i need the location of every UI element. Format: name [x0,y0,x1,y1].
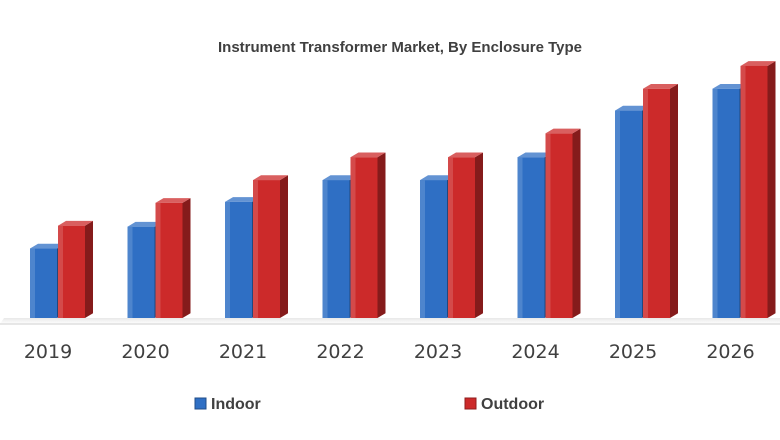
legend: Indoor Outdoor [194,396,544,413]
chart-floor [0,318,780,325]
legend-item-indoor: Indoor [194,396,261,413]
bars-group [30,61,776,319]
legend-swatch-indoor [194,397,207,410]
legend-swatch-outdoor [464,397,477,410]
x-tick-label: 2022 [316,341,364,363]
x-tick-label: 2021 [219,341,267,363]
bar-outdoor-2022 [350,152,386,318]
bar-outdoor-2020 [155,198,191,318]
bar-outdoor-2023 [448,152,483,318]
bar-outdoor-2026 [740,61,776,319]
x-tick-label: 2024 [511,341,559,363]
legend-label-indoor: Indoor [211,396,261,413]
legend-item-outdoor: Outdoor [464,396,544,413]
x-tick-label: 2026 [706,341,754,363]
bar-outdoor-2024 [545,128,581,318]
legend-label-outdoor: Outdoor [481,396,544,413]
x-tick-label: 2020 [121,341,169,363]
x-tick-label: 2019 [24,341,72,363]
x-axis-labels: 2019 2020 2021 2022 2023 2024 2025 2026 [24,341,755,363]
bar-outdoor-2019 [58,220,93,318]
x-tick-label: 2023 [414,341,462,363]
bar-outdoor-2021 [253,175,288,318]
x-tick-label: 2025 [609,341,657,363]
chart-title: Instrument Transformer Market, By Enclos… [218,39,582,56]
bar-outdoor-2025 [643,83,678,319]
